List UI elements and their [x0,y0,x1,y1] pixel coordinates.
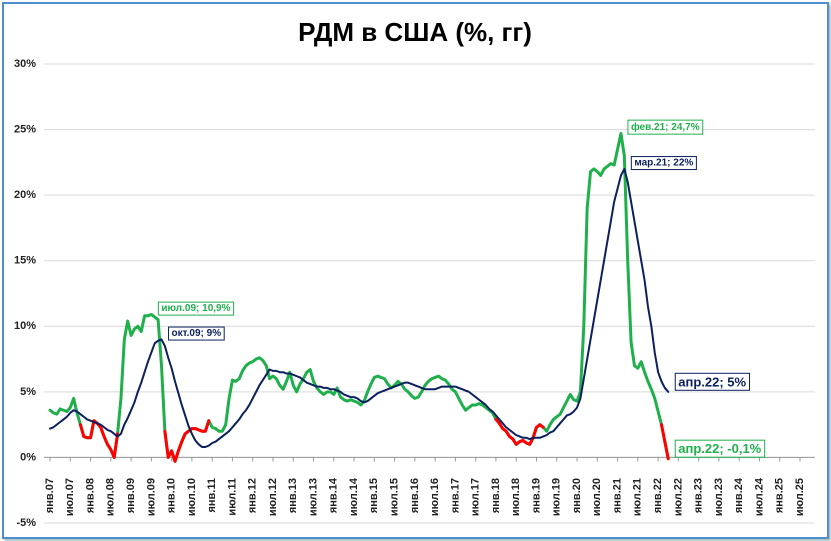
x-tick-label: июл.20 [591,478,603,516]
x-tick-label: янв.17 [449,478,461,513]
x-tick-label: июл.10 [186,478,198,516]
x-tick-label: янв.14 [328,477,340,513]
x-tick-label: июл.08 [105,478,117,516]
value-label: фев.21; 24,7% [627,119,704,135]
label-box [157,301,235,316]
x-tick-label: июл.19 [551,478,563,516]
value-label: мар.21; 22% [630,156,697,171]
x-tick-label: янв.23 [693,478,705,513]
value-label-text: апр.22; -0,1% [678,441,761,456]
x-tick-label: июл.25 [794,478,806,516]
x-tick-label: янв.10 [166,478,178,513]
x-tick-label: июл.12 [267,478,279,516]
x-tick-label: июл.16 [429,478,441,516]
label-box [674,372,751,391]
x-tick-label: янв.13 [287,478,299,513]
x-tick-label: янв.25 [774,478,786,513]
label-box [674,439,766,458]
value-label: окт.09; 9% [167,326,225,341]
x-tick-label: июл.18 [510,478,522,516]
series-line [48,132,670,463]
x-tick-label: янв.15 [368,478,380,513]
x-tick-label: июл.23 [713,478,725,516]
x-tick-label: янв.22 [652,478,664,513]
chart-title: РДМ в США (%, гг) [298,17,532,47]
value-label-text: июл.09; 10,9% [161,303,230,314]
x-tick-label: июл.21 [632,478,644,516]
x-tick-label: янв.07 [44,478,56,513]
x-tick-label: янв.08 [84,478,96,513]
label-box [630,156,697,171]
value-label: июл.09; 10,9% [157,301,235,316]
x-tick-label: июл.13 [307,478,319,516]
x-tick-label: июл.17 [470,478,482,516]
x-tick-label: янв.09 [125,478,137,513]
y-tick-label: 30% [14,58,36,70]
x-tick-label: июл.22 [672,478,684,516]
x-tick-label: янв.16 [409,478,421,513]
x-tick-label: июл.07 [64,478,76,516]
y-tick-label: 5% [20,386,36,398]
y-tick-label: 25% [14,123,36,135]
x-tick-label: янв.21 [611,478,623,513]
y-tick-label: 15% [14,255,36,267]
value-label: апр.22; -0,1% [674,439,766,458]
series-line [49,167,670,448]
x-tick-label: июл.11 [226,478,238,516]
y-tick-label: -5% [16,517,36,529]
label-box [627,119,704,135]
x-tick-label: янв.12 [247,478,259,513]
y-tick-label: 20% [14,189,36,201]
label-box [167,326,225,341]
x-tick-label: янв.11 [206,478,218,513]
value-label-text: мар.21; 22% [634,158,693,169]
y-tick-label: 0% [20,451,36,463]
x-tick-label: янв.20 [571,478,583,513]
value-label: апр.22; 5% [674,372,751,391]
x-tick-label: июл.09 [145,478,157,516]
value-label-text: апр.22; 5% [678,374,746,389]
x-tick-label: июл.14 [348,477,360,516]
x-tick-label: янв.24 [733,477,745,513]
value-label-text: окт.09; 9% [171,328,221,339]
value-label-text: фев.21; 24,7% [631,121,700,133]
x-tick-label: июл.15 [389,478,401,516]
x-tick-label: янв.18 [490,478,502,513]
y-tick-label: 10% [14,320,36,332]
series-line [78,417,670,463]
x-tick-label: июл.24 [753,477,765,516]
x-tick-label: янв.19 [530,478,542,513]
